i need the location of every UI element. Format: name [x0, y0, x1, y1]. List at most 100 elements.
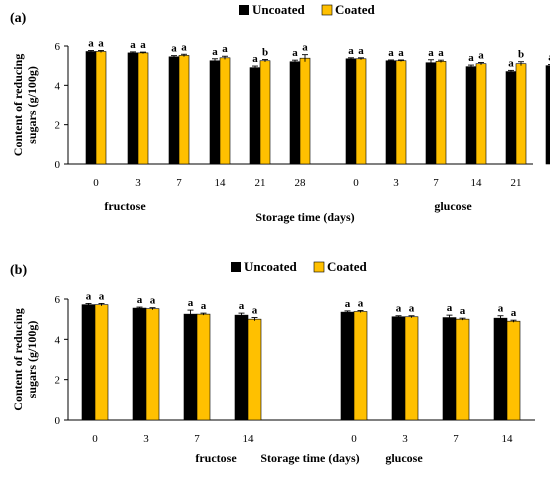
x-tick-label: 0: [93, 177, 99, 189]
x-tick-label: 7: [176, 177, 182, 189]
bar-fructose-28-coated: [299, 57, 311, 165]
group-label-glucose: glucose: [385, 451, 423, 465]
significance-letter: a: [171, 43, 177, 55]
x-tick-label: 0: [92, 433, 98, 445]
bar-fructose-0-uncoated: [81, 304, 96, 421]
x-tick-label: 7: [433, 177, 439, 189]
x-tick-label: 14: [471, 177, 483, 189]
legend-swatch-uncoated: [239, 5, 249, 15]
x-tick-label: 21: [511, 177, 522, 189]
bar-fructose-21-coated: [259, 60, 271, 165]
significance-letter: a: [396, 303, 402, 315]
bar-glucose-0-coated: [353, 311, 368, 421]
significance-letter: a: [252, 305, 258, 317]
significance-letter: a: [212, 46, 218, 58]
significance-letter: a: [222, 43, 228, 55]
y-axis-label: Content of reducing: [11, 54, 25, 156]
significance-letter: b: [262, 47, 268, 59]
x-tick-label: 28: [295, 177, 307, 189]
group-label-fructose: fructose: [195, 451, 237, 465]
bar-glucose-0-uncoated: [340, 311, 355, 421]
bar-glucose-7-coated: [435, 61, 447, 165]
y-axis-label: sugars (g/100g): [25, 66, 39, 144]
significance-letter: a: [345, 298, 351, 310]
significance-letter: a: [252, 53, 258, 65]
bar-glucose-3-uncoated: [385, 60, 397, 165]
bar-fructose-14-uncoated: [209, 60, 221, 165]
significance-letter: a: [388, 47, 394, 59]
significance-letter: a: [181, 41, 187, 53]
significance-letter: a: [137, 294, 143, 306]
bar-glucose-7-coated: [455, 318, 470, 421]
significance-letter: a: [548, 51, 550, 63]
bar-glucose-7-uncoated: [442, 317, 457, 421]
bar-glucose-7-uncoated: [425, 62, 437, 165]
significance-letter: a: [511, 307, 517, 319]
bar-fructose-3-uncoated: [132, 307, 147, 421]
x-tick-label: 14: [243, 433, 255, 445]
significance-letter: a: [358, 297, 364, 309]
bar-glucose-3-uncoated: [391, 316, 406, 421]
legend-label-coated: Coated: [335, 2, 375, 17]
significance-letter: a: [98, 38, 104, 50]
legend-label-uncoated: Uncoated: [252, 2, 305, 17]
significance-letter: a: [438, 47, 444, 59]
x-tick-label: 14: [502, 433, 514, 445]
bar-fructose-7-uncoated: [183, 313, 198, 421]
significance-letter: a: [447, 302, 453, 314]
significance-letter: a: [140, 39, 146, 51]
bar-fructose-0-uncoated: [85, 51, 97, 165]
significance-letter: a: [409, 303, 415, 315]
x-tick-label: 7: [194, 433, 200, 445]
x-tick-label: 3: [393, 177, 399, 189]
bar-glucose-14-uncoated: [465, 66, 477, 165]
bar-glucose-0-uncoated: [345, 58, 357, 165]
significance-letter: a: [130, 39, 136, 51]
y-tick-label: 2: [55, 375, 61, 387]
y-tick-label: 6: [55, 41, 61, 53]
bar-fructose-7-coated: [196, 313, 211, 421]
y-tick-label: 2: [55, 120, 61, 132]
y-tick-label: 4: [55, 334, 61, 346]
significance-letter: a: [239, 300, 245, 312]
significance-letter: a: [201, 300, 207, 312]
bar-fructose-14-uncoated: [234, 314, 249, 421]
legend-swatch-uncoated: [231, 262, 241, 272]
x-tick-label: 3: [135, 177, 141, 189]
y-axis-label: Content of reducing: [11, 308, 25, 410]
significance-letter: a: [460, 305, 466, 317]
bar-fructose-14-coated: [219, 57, 231, 165]
panel-label: (a): [10, 11, 27, 26]
bar-glucose-3-coated: [395, 60, 407, 165]
bar-glucose-14-uncoated: [493, 317, 508, 421]
significance-letter: a: [188, 297, 194, 309]
x-tick-label: 0: [351, 433, 357, 445]
significance-letter: a: [358, 45, 364, 57]
bar-fructose-14-coated: [247, 318, 262, 421]
significance-letter: a: [478, 50, 484, 62]
significance-letter: a: [88, 38, 94, 50]
significance-letter: a: [498, 303, 504, 315]
x-axis-label: Storage time (days): [255, 210, 354, 224]
group-label-glucose: glucose: [434, 199, 472, 213]
bar-glucose-0-coated: [355, 58, 367, 165]
x-axis-label: Storage time (days): [260, 451, 359, 465]
significance-letter: a: [150, 295, 156, 307]
significance-letter: a: [398, 47, 404, 59]
bar-fructose-7-uncoated: [168, 56, 180, 165]
significance-letter: a: [86, 290, 92, 302]
significance-letter: a: [468, 52, 474, 64]
bar-glucose-21-coated: [515, 63, 527, 165]
bar-fructose-3-coated: [145, 308, 160, 421]
x-tick-label: 14: [215, 177, 227, 189]
y-tick-label: 4: [55, 80, 61, 92]
y-tick-label: 6: [55, 294, 61, 306]
significance-letter: a: [508, 57, 514, 69]
x-tick-label: 3: [143, 433, 149, 445]
panel-label: (b): [10, 263, 27, 278]
bar-glucose-14-coated: [475, 63, 487, 165]
bar-fructose-0-coated: [95, 51, 107, 165]
bar-fructose-28-uncoated: [289, 61, 301, 165]
bar-fructose-0-coated: [94, 304, 109, 421]
